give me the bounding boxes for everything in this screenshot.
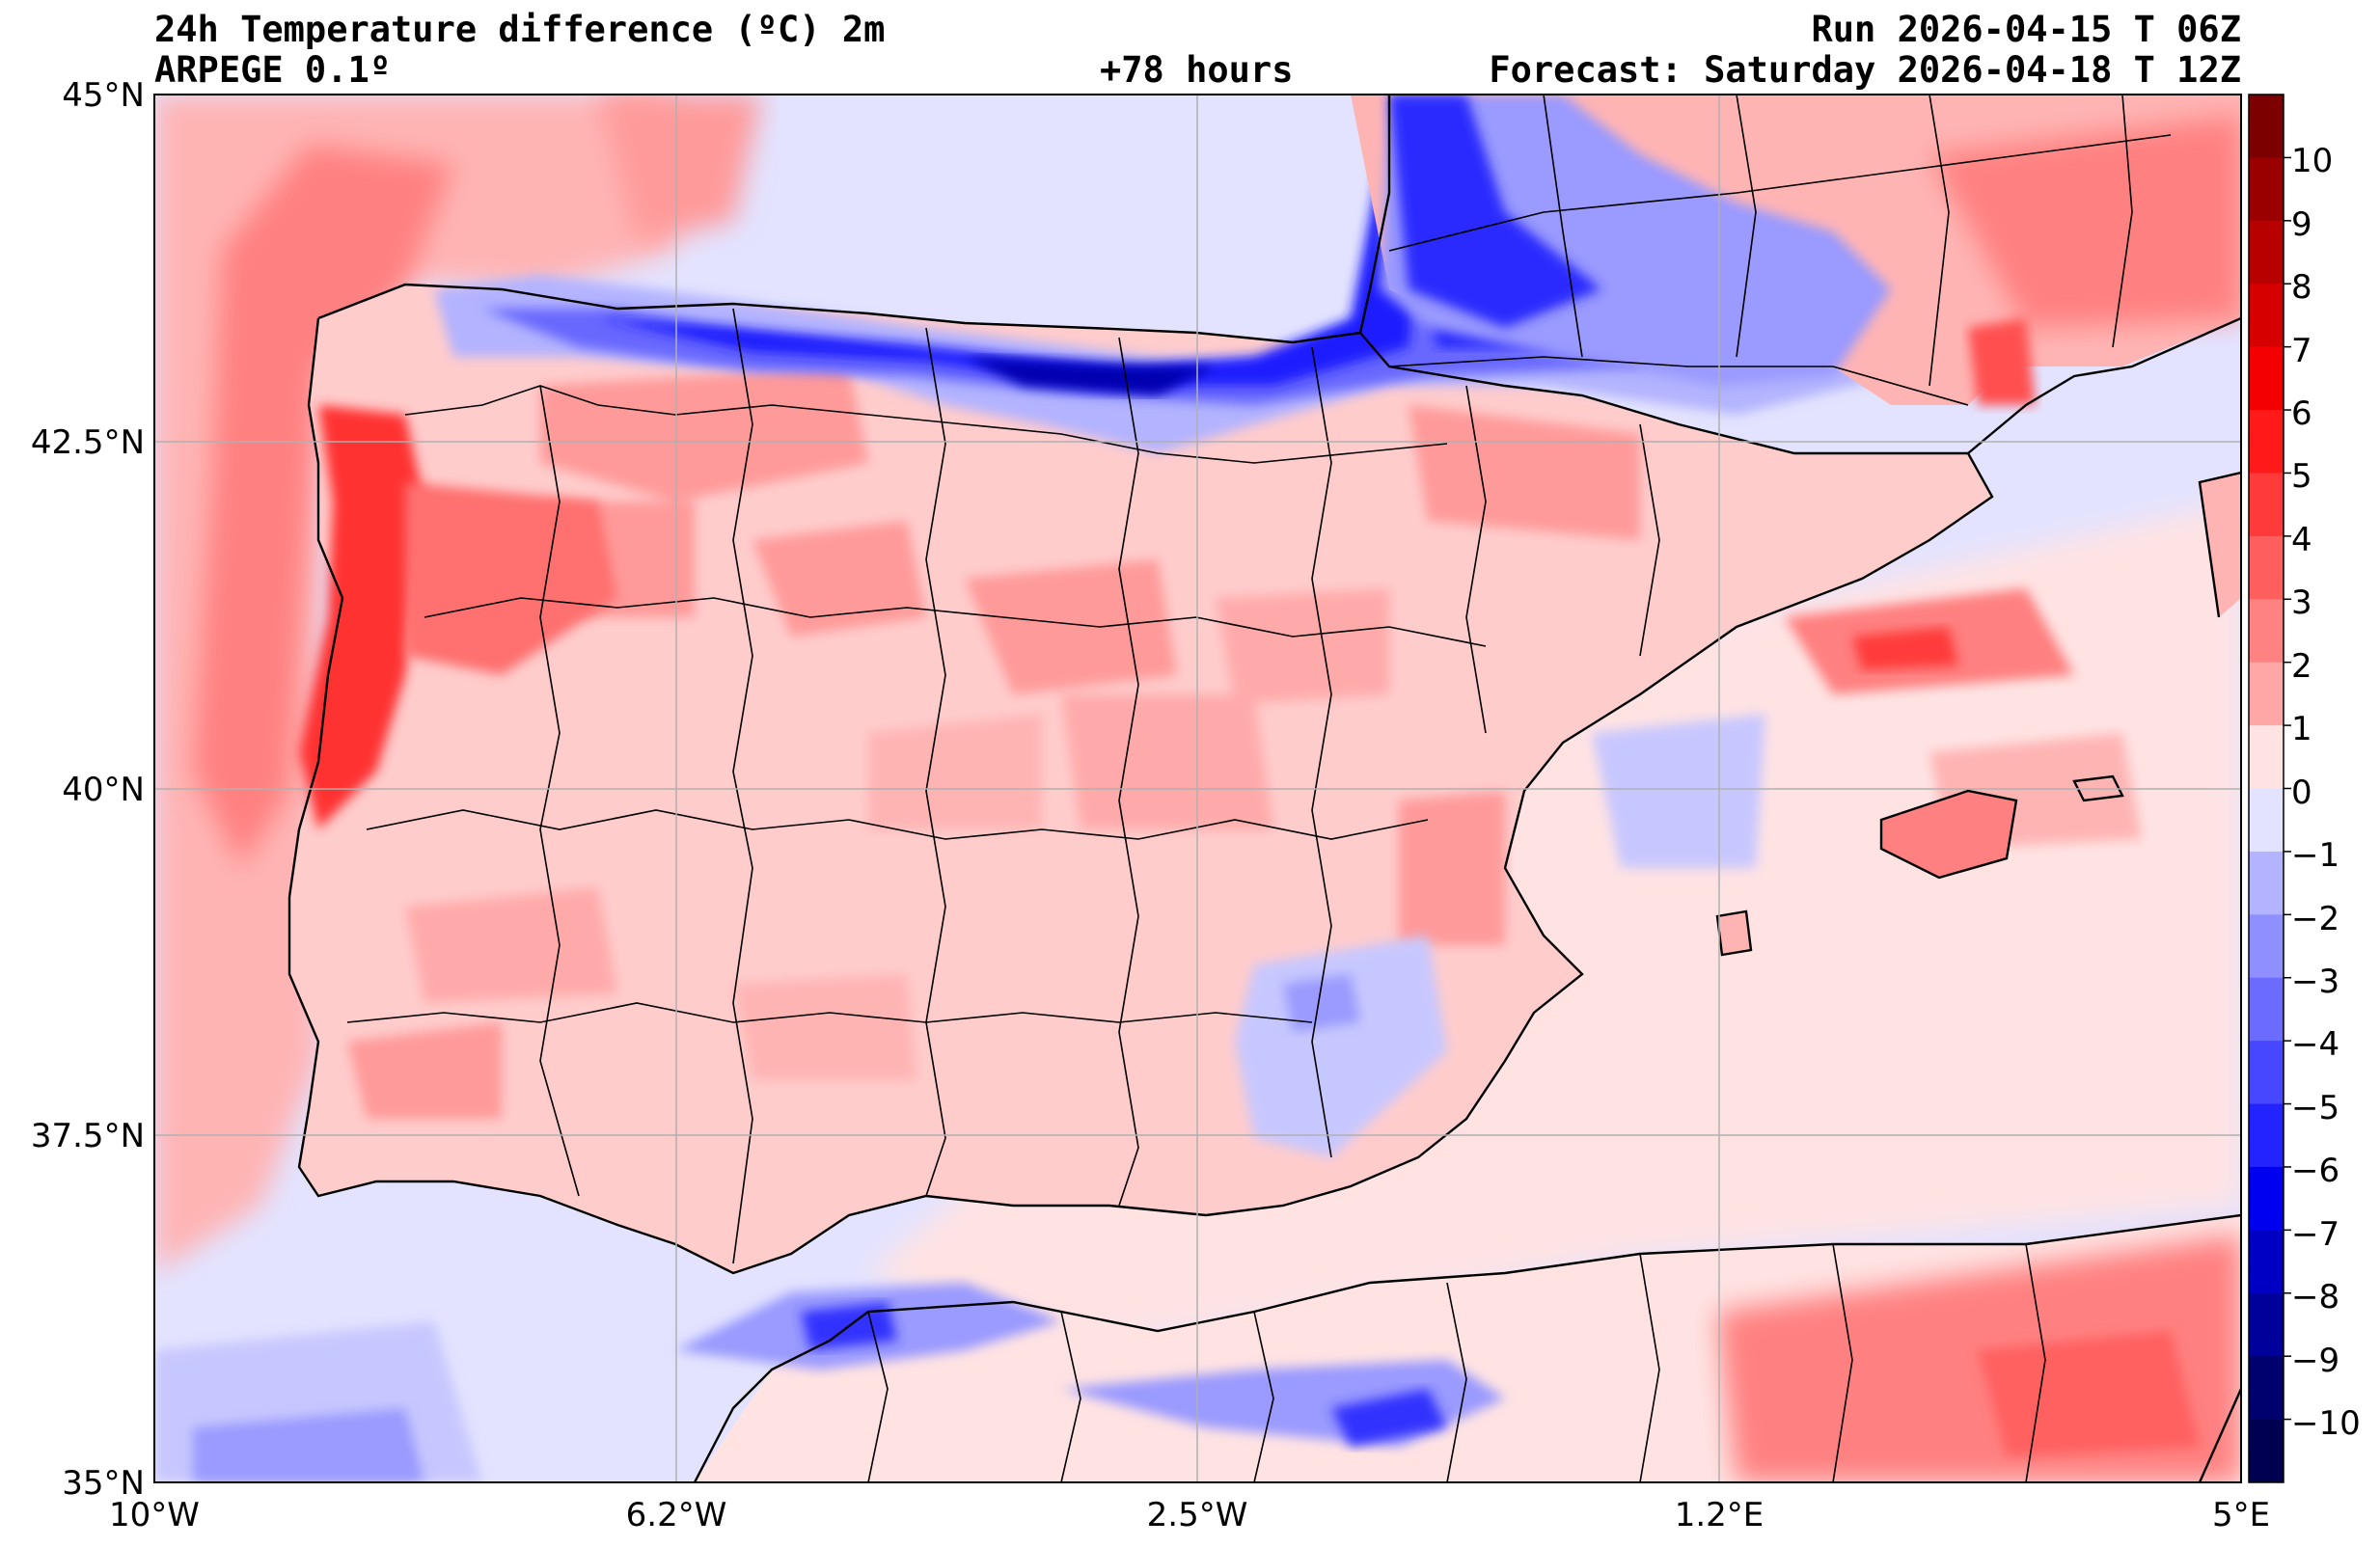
colorbar-segment bbox=[2249, 1103, 2284, 1168]
colorbar-tick: 4 bbox=[2291, 521, 2312, 559]
colorbar-tick: −7 bbox=[2291, 1215, 2339, 1254]
lon-label: 10°W bbox=[109, 1496, 200, 1534]
colorbar-segment bbox=[2249, 157, 2284, 222]
axis-labels: 45°N 42.5°N 40°N 37.5°N 35°N 10°W 6.2°W … bbox=[31, 76, 2270, 1534]
colorbar-tick: 6 bbox=[2291, 394, 2312, 433]
colorbar-tick: 8 bbox=[2291, 268, 2312, 307]
colorbar-labels: 10 9 8 7 6 5 4 3 2 1 0 −1 −2 −3 −4 −5 −6… bbox=[2291, 142, 2361, 1443]
plot-frame bbox=[153, 94, 2242, 1483]
colorbar-segment bbox=[2249, 95, 2284, 158]
colorbar-tick: −6 bbox=[2291, 1152, 2339, 1190]
colorbar-segment bbox=[2249, 1230, 2284, 1294]
lat-label: 45°N bbox=[62, 76, 145, 115]
colorbar-segment bbox=[2249, 851, 2284, 915]
colorbar-tick: 1 bbox=[2291, 710, 2312, 748]
colorbar-tick: −4 bbox=[2291, 1025, 2339, 1064]
colorbar-tick: −10 bbox=[2291, 1404, 2361, 1443]
colorbar-segment bbox=[2249, 788, 2284, 853]
colorbar-tick: 9 bbox=[2291, 205, 2312, 244]
colorbar-segment bbox=[2249, 410, 2284, 474]
lat-label: 37.5°N bbox=[31, 1117, 145, 1155]
colorbar-segment bbox=[2249, 284, 2284, 348]
colorbar-segment bbox=[2249, 1419, 2284, 1483]
gridlines bbox=[154, 95, 2241, 1482]
mallorca bbox=[1881, 791, 2016, 878]
sardinia bbox=[2200, 473, 2241, 617]
map-title: 24h Temperature difference (ºC) 2m bbox=[154, 9, 886, 50]
colorbar bbox=[2248, 94, 2291, 1483]
lon-label: 1.2°E bbox=[1675, 1496, 1764, 1534]
colorbar-tick: −8 bbox=[2291, 1278, 2339, 1316]
colorbar-segment bbox=[2249, 662, 2284, 726]
colorbar-tick: 7 bbox=[2291, 332, 2312, 370]
colorbar-segment bbox=[2249, 914, 2284, 979]
colorbar-tick: −3 bbox=[2291, 963, 2339, 1001]
colorbar-segment bbox=[2249, 1356, 2284, 1421]
colorbar-segment bbox=[2249, 1166, 2284, 1231]
forecast-label: Forecast: Saturday 2026-04-18 T 12Z bbox=[1489, 49, 2241, 91]
colorbar-segment bbox=[2249, 473, 2284, 537]
coastlines bbox=[287, 95, 2241, 1482]
colorbar-tick: 0 bbox=[2291, 774, 2312, 812]
lon-label: 2.5°W bbox=[1147, 1496, 1248, 1534]
colorbar-tick: 10 bbox=[2291, 142, 2333, 180]
colorbar-tick: −9 bbox=[2291, 1342, 2339, 1380]
colorbar-tick: 2 bbox=[2291, 647, 2312, 686]
colorbar-segment bbox=[2249, 725, 2284, 789]
iberia-warm-patches bbox=[347, 366, 1640, 1119]
model-label: ARPEGE 0.1º bbox=[154, 49, 392, 91]
lat-label: 40°N bbox=[62, 771, 145, 809]
colorbar-tick: −5 bbox=[2291, 1089, 2339, 1127]
portugal-warm-core bbox=[299, 405, 424, 829]
colorbar-segment bbox=[2249, 599, 2284, 664]
lead-time-label: +78 hours bbox=[1100, 49, 1294, 91]
colorbar-segment bbox=[2249, 1041, 2284, 1105]
colorbar-tick: −2 bbox=[2291, 900, 2339, 938]
lon-label: 6.2°W bbox=[626, 1496, 727, 1534]
colorbar-tick: 3 bbox=[2291, 584, 2312, 622]
lon-label: 5°E bbox=[2212, 1496, 2270, 1534]
ibiza bbox=[1717, 911, 1751, 955]
lat-label: 35°N bbox=[62, 1464, 145, 1503]
colorbar-tick: −1 bbox=[2291, 836, 2339, 875]
colorbar-segment bbox=[2249, 535, 2284, 600]
colorbar-segment bbox=[2249, 977, 2284, 1042]
colorbar-segment bbox=[2249, 1292, 2284, 1357]
colorbar-segment bbox=[2249, 220, 2284, 285]
admin-borders bbox=[346, 95, 2172, 1482]
colorbar-segment bbox=[2249, 346, 2284, 411]
run-label: Run 2026-04-15 T 06Z bbox=[1811, 9, 2241, 50]
lat-label: 42.5°N bbox=[31, 423, 145, 462]
colorbar-tick: 5 bbox=[2291, 457, 2312, 496]
atlantic-warmer-band bbox=[193, 145, 453, 868]
